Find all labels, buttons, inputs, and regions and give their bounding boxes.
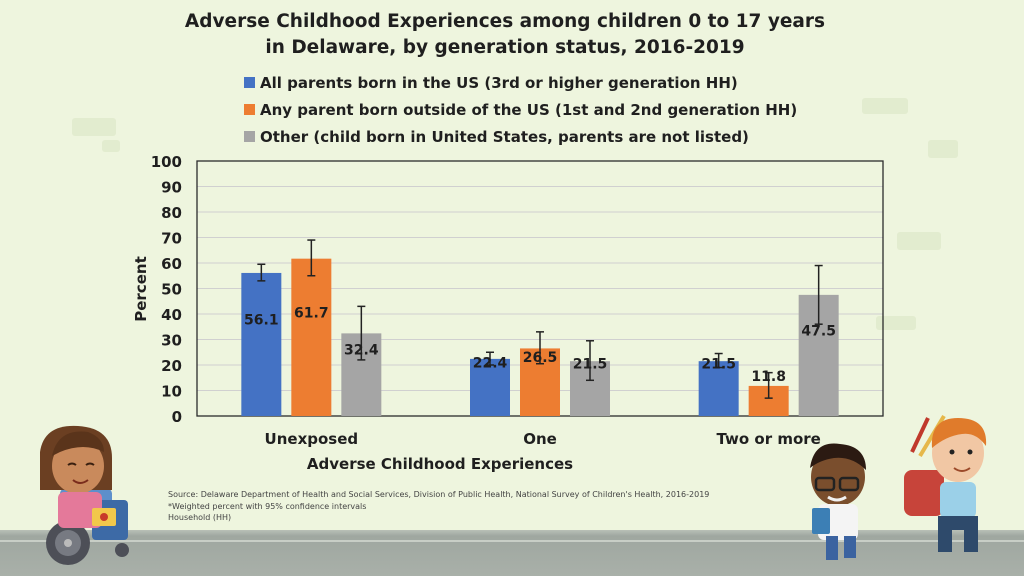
data-label: 32.4 (344, 343, 379, 359)
boy-with-backpack-illustration (904, 414, 987, 552)
source-line: Source: Delaware Department of Health an… (168, 490, 710, 499)
footnote-line: *Weighted percent with 95% confidence in… (168, 501, 367, 511)
bar (698, 361, 739, 416)
x-tick-label: Unexposed (265, 430, 359, 448)
y-tick-label: 90 (161, 179, 182, 197)
y-tick-label: 100 (151, 153, 182, 171)
legend-label: Other (child born in United States, pare… (260, 127, 749, 146)
y-tick-label: 50 (161, 281, 182, 299)
y-tick-label: 0 (172, 408, 182, 426)
background-blotch (876, 316, 916, 330)
legend: All parents born in the US (3rd or highe… (244, 69, 797, 150)
y-tick-label: 30 (161, 332, 182, 350)
data-label: 26.5 (523, 350, 558, 366)
y-tick-label: 40 (161, 306, 182, 324)
bar (470, 358, 510, 416)
data-label: 56.1 (244, 312, 279, 328)
legend-swatch-orange (244, 104, 255, 115)
title-line-1: Adverse Childhood Experiences among chil… (184, 11, 826, 32)
background-blotch (928, 140, 958, 158)
bar (241, 272, 282, 416)
data-label: 21.5 (701, 357, 736, 373)
legend-swatch-gray (244, 131, 255, 142)
background-blotch (102, 140, 120, 152)
bar (291, 258, 332, 416)
legend-item: Other (child born in United States, pare… (244, 123, 797, 150)
data-label: 47.5 (801, 323, 836, 339)
y-tick-label: 80 (161, 204, 182, 222)
legend-label: Any parent born outside of the US (1st a… (260, 100, 798, 119)
abbreviation-line: Household (HH) (168, 513, 232, 522)
x-tick-label: One (523, 430, 557, 448)
legend-item: Any parent born outside of the US (1st a… (244, 96, 797, 123)
data-label: 61.7 (294, 305, 329, 321)
legend-item: All parents born in the US (3rd or highe… (244, 69, 797, 96)
background-blotch (72, 118, 116, 136)
background-blotch (897, 232, 941, 250)
boy-with-book-illustration (810, 443, 866, 560)
legend-swatch-blue (244, 77, 255, 88)
data-label: 22.4 (473, 355, 508, 371)
legend-label: All parents born in the US (3rd or highe… (260, 73, 738, 92)
source-note: Source: Delaware Department of Health an… (168, 489, 709, 524)
y-axis-title: Percent (132, 256, 150, 321)
data-label: 21.5 (573, 357, 608, 373)
y-tick-label: 70 (161, 230, 182, 248)
title-line-2: in Delaware, by generation status, 2016-… (265, 37, 745, 58)
girl-wheelchair-illustration (40, 425, 129, 565)
y-tick-label: 20 (161, 357, 182, 375)
y-tick-label: 10 (161, 383, 182, 401)
y-tick-label: 60 (161, 255, 182, 273)
x-tick-label: Two or more (716, 430, 820, 448)
x-axis-title: Adverse Childhood Experiences (307, 455, 573, 473)
data-label: 11.8 (751, 369, 786, 385)
background-blotch (862, 98, 908, 114)
chart-title: Adverse Childhood Experiences among chil… (140, 9, 870, 61)
